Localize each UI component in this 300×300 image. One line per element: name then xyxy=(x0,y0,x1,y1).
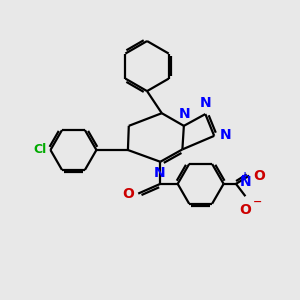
Text: −: − xyxy=(253,196,262,206)
Text: Cl: Cl xyxy=(34,143,47,157)
Text: +: + xyxy=(241,171,249,181)
Text: N: N xyxy=(178,107,190,121)
Text: N: N xyxy=(154,167,166,181)
Text: N: N xyxy=(220,128,232,142)
Text: O: O xyxy=(122,187,134,201)
Text: N: N xyxy=(200,96,212,110)
Text: O: O xyxy=(253,169,265,183)
Text: O: O xyxy=(239,203,251,217)
Text: N: N xyxy=(240,175,252,188)
